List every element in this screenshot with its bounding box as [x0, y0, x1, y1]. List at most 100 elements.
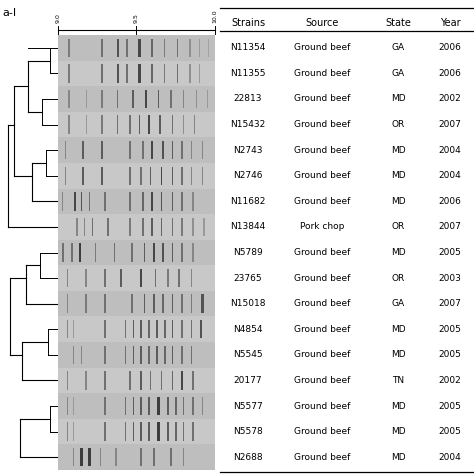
Bar: [148, 422, 150, 441]
Bar: [200, 320, 202, 338]
Text: 2007: 2007: [438, 222, 461, 231]
Text: Ground beef: Ground beef: [294, 453, 350, 462]
Bar: [127, 38, 128, 57]
Bar: [159, 115, 161, 134]
Bar: [67, 371, 68, 390]
Bar: [67, 320, 68, 338]
Text: 2006: 2006: [438, 197, 461, 206]
Text: 2005: 2005: [438, 401, 461, 410]
Bar: [129, 166, 131, 185]
Bar: [88, 448, 91, 466]
Bar: [58, 393, 215, 419]
Bar: [181, 294, 183, 313]
Text: N11682: N11682: [230, 197, 266, 206]
Bar: [181, 320, 183, 338]
Bar: [150, 166, 151, 185]
Bar: [133, 397, 134, 415]
Bar: [144, 294, 145, 313]
Text: 2007: 2007: [438, 120, 461, 129]
Text: 2003: 2003: [438, 273, 461, 283]
Bar: [177, 64, 178, 82]
Bar: [140, 320, 142, 338]
Bar: [65, 166, 66, 185]
Bar: [181, 243, 183, 262]
Bar: [101, 90, 102, 108]
Bar: [192, 192, 194, 210]
Bar: [127, 64, 128, 82]
Bar: [177, 38, 178, 57]
Bar: [67, 422, 68, 441]
Bar: [68, 90, 70, 108]
Bar: [140, 448, 142, 466]
Bar: [164, 64, 165, 82]
Bar: [145, 90, 147, 108]
Text: 2004: 2004: [438, 453, 461, 462]
Bar: [82, 166, 84, 185]
Bar: [183, 422, 184, 441]
Bar: [140, 166, 142, 185]
Text: Pork chop: Pork chop: [300, 222, 344, 231]
Text: MD: MD: [391, 197, 405, 206]
Bar: [104, 397, 106, 415]
Text: N2746: N2746: [233, 171, 263, 180]
Bar: [181, 141, 183, 159]
Bar: [181, 346, 183, 364]
Bar: [117, 64, 118, 82]
Bar: [104, 294, 106, 313]
Bar: [74, 192, 76, 210]
Text: 2006: 2006: [438, 43, 461, 52]
Text: 2004: 2004: [438, 146, 461, 155]
Bar: [144, 243, 145, 262]
Bar: [58, 35, 215, 61]
Bar: [192, 243, 194, 262]
Bar: [164, 320, 165, 338]
Bar: [115, 448, 117, 466]
Text: 2004: 2004: [438, 171, 461, 180]
Bar: [81, 192, 82, 210]
Text: 22813: 22813: [234, 94, 262, 103]
Bar: [172, 192, 173, 210]
Text: GA: GA: [392, 299, 405, 308]
Bar: [101, 38, 102, 57]
Text: Ground beef: Ground beef: [294, 376, 350, 385]
Bar: [192, 218, 194, 236]
Bar: [172, 371, 173, 390]
Bar: [148, 397, 150, 415]
Bar: [167, 397, 169, 415]
Text: Ground beef: Ground beef: [294, 299, 350, 308]
Text: GA: GA: [392, 43, 405, 52]
Text: MD: MD: [391, 427, 405, 436]
Text: Ground beef: Ground beef: [294, 94, 350, 103]
Bar: [172, 243, 173, 262]
Bar: [175, 422, 176, 441]
Bar: [84, 218, 85, 236]
Bar: [156, 346, 158, 364]
Bar: [129, 371, 131, 390]
Bar: [183, 115, 184, 134]
Bar: [140, 397, 142, 415]
Bar: [129, 141, 131, 159]
Text: 9.0: 9.0: [55, 13, 61, 23]
Text: OR: OR: [392, 120, 405, 129]
Text: N13844: N13844: [230, 222, 265, 231]
Bar: [58, 445, 215, 470]
Bar: [65, 141, 66, 159]
Text: TN: TN: [392, 376, 404, 385]
Bar: [86, 90, 87, 108]
Text: 2005: 2005: [438, 427, 461, 436]
Bar: [117, 115, 118, 134]
Text: Ground beef: Ground beef: [294, 350, 350, 359]
Text: MD: MD: [391, 350, 405, 359]
Bar: [82, 141, 84, 159]
Text: 20177: 20177: [234, 376, 262, 385]
Bar: [58, 163, 215, 189]
Bar: [192, 371, 194, 390]
Bar: [129, 218, 131, 236]
Text: Strains: Strains: [231, 18, 265, 28]
Bar: [148, 320, 150, 338]
Bar: [108, 218, 109, 236]
Bar: [58, 112, 215, 137]
Bar: [58, 317, 215, 342]
Bar: [181, 218, 183, 236]
Bar: [58, 189, 215, 214]
